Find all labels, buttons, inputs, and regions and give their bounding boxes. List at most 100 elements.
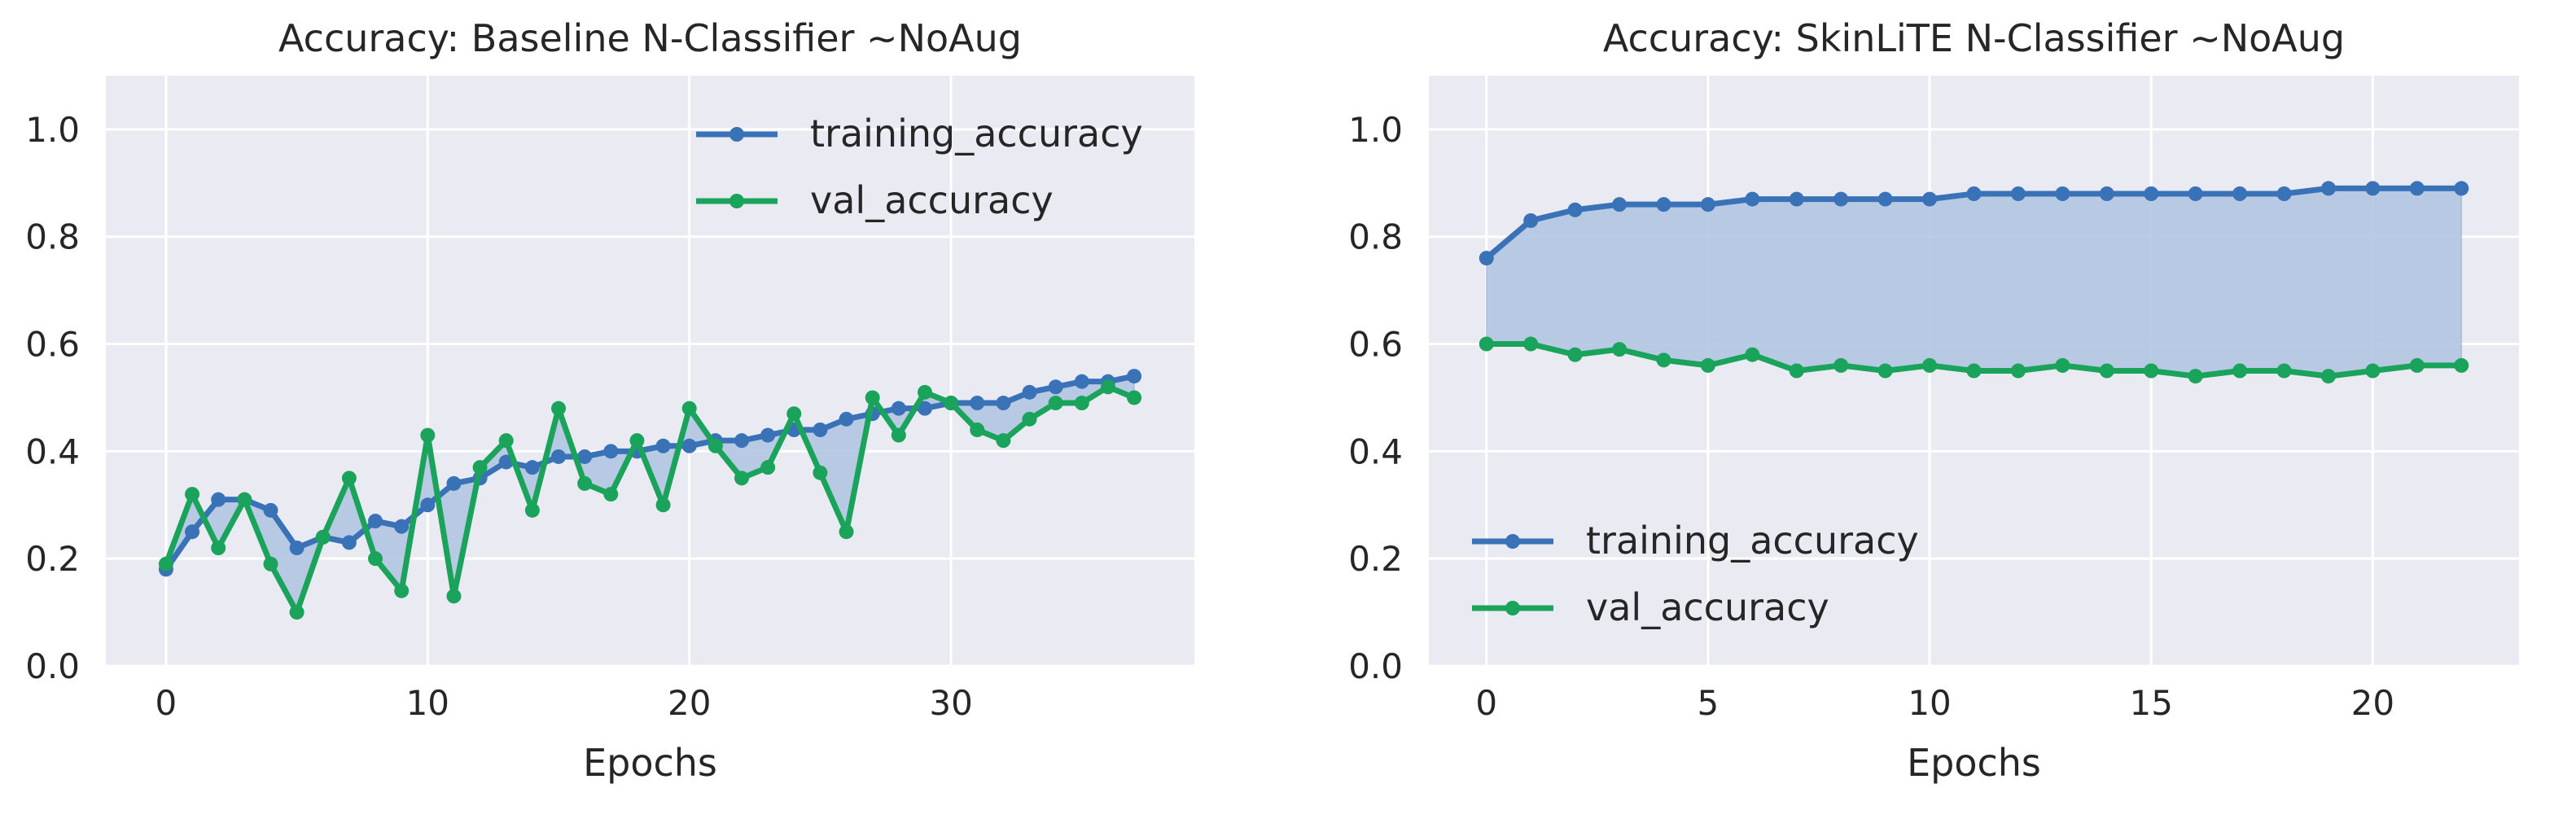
val_accuracy-point bbox=[1100, 379, 1115, 395]
val_accuracy-point bbox=[1745, 347, 1760, 362]
val_accuracy-point bbox=[1612, 342, 1628, 357]
y-tick-label: 0.2 bbox=[25, 539, 80, 579]
training_accuracy-point bbox=[681, 438, 697, 453]
training_accuracy-point bbox=[289, 541, 304, 555]
training_accuracy-point bbox=[2144, 186, 2159, 201]
val_accuracy-point bbox=[786, 406, 802, 422]
val_accuracy-point bbox=[655, 497, 671, 513]
training_accuracy-point bbox=[917, 401, 932, 416]
chart-title: Accuracy: Baseline N-Classifier ~NoAug bbox=[278, 16, 1022, 60]
val_accuracy-point bbox=[341, 471, 357, 486]
training_accuracy-point bbox=[2320, 181, 2336, 196]
training_accuracy-point bbox=[734, 433, 749, 449]
legend-label: training_accuracy bbox=[1586, 519, 1919, 563]
legend-item: val_accuracy bbox=[696, 178, 1054, 222]
training_accuracy-point bbox=[2099, 186, 2114, 201]
val_accuracy-point bbox=[1700, 357, 1715, 373]
val_accuracy-point bbox=[1022, 411, 1037, 427]
val_accuracy-point bbox=[1966, 363, 1982, 379]
val_accuracy-point bbox=[681, 401, 697, 416]
x-tick-label: 10 bbox=[406, 683, 449, 723]
val_accuracy-point bbox=[237, 492, 252, 507]
training_accuracy-point bbox=[368, 514, 383, 529]
x-tick-label: 15 bbox=[2129, 683, 2172, 723]
chart-baseline: 0.0 0.2 0.4 0.6 0.8 1.0 0 10 20 30 Accuracy: Basel… bbox=[25, 16, 1194, 785]
val_accuracy-point bbox=[551, 401, 567, 416]
legend-swatch-marker bbox=[1505, 601, 1520, 615]
training_accuracy-point bbox=[211, 492, 226, 507]
training_accuracy-point bbox=[760, 427, 776, 443]
val_accuracy-point bbox=[2320, 369, 2336, 384]
y-tick-label: 0.6 bbox=[1348, 325, 1403, 365]
series-val_accuracy bbox=[158, 379, 1142, 620]
val_accuracy-point bbox=[1922, 357, 1938, 373]
val_accuracy-point bbox=[629, 433, 645, 449]
val_accuracy-point bbox=[368, 551, 383, 567]
val_accuracy-point bbox=[970, 423, 985, 437]
training_accuracy-point bbox=[1127, 369, 1142, 384]
legend-swatch-marker bbox=[729, 127, 744, 142]
training_accuracy-point bbox=[813, 423, 828, 437]
val_accuracy-point bbox=[865, 390, 880, 405]
val_accuracy-point bbox=[2365, 363, 2381, 379]
training_accuracy-point bbox=[891, 401, 906, 416]
val_accuracy-point bbox=[1523, 336, 1539, 352]
val_accuracy-point bbox=[813, 465, 828, 480]
val_accuracy-point bbox=[2144, 363, 2159, 379]
val_accuracy-point bbox=[394, 583, 410, 598]
plot-area bbox=[106, 76, 1194, 666]
val_accuracy-point bbox=[524, 502, 540, 518]
val_accuracy-point bbox=[420, 427, 436, 443]
x-tick-label: 10 bbox=[1908, 683, 1951, 723]
y-tick-label: 1.0 bbox=[25, 110, 80, 150]
val_accuracy-point bbox=[2232, 363, 2248, 379]
training_accuracy-point bbox=[263, 502, 278, 518]
val_accuracy-point bbox=[1048, 396, 1063, 411]
val_accuracy-point bbox=[472, 460, 488, 475]
legend: training_accuracy val_accuracy bbox=[696, 112, 1143, 222]
val_accuracy-point bbox=[2010, 363, 2026, 379]
training_accuracy-point bbox=[1789, 191, 1804, 207]
training_accuracy-point bbox=[185, 524, 200, 540]
x-tick-label: 0 bbox=[156, 683, 177, 723]
val_accuracy-point bbox=[1127, 390, 1142, 405]
val_accuracy-point bbox=[577, 475, 593, 491]
training_accuracy-point bbox=[839, 411, 854, 427]
legend-item: training_accuracy bbox=[696, 112, 1143, 155]
y-tick-label: 0.4 bbox=[25, 431, 80, 471]
training_accuracy-point bbox=[420, 497, 436, 513]
training_accuracy-point bbox=[603, 444, 619, 459]
training_accuracy-point bbox=[577, 449, 593, 464]
val_accuracy-point bbox=[446, 589, 462, 604]
legend-label: val_accuracy bbox=[1586, 585, 1829, 629]
y-tick-label: 0.6 bbox=[25, 325, 80, 365]
training_accuracy-point bbox=[1048, 379, 1063, 395]
y-tick-label: 0.8 bbox=[1348, 217, 1403, 257]
chart-skinlite: 0.0 0.2 0.4 0.6 0.8 1.0 0 5 10 15 20 Accuracy: Skin… bbox=[1348, 16, 2519, 785]
legend-item: training_accuracy bbox=[1472, 519, 1919, 563]
training_accuracy-point bbox=[1966, 186, 1982, 201]
val_accuracy-point bbox=[1789, 363, 1804, 379]
val_accuracy-point bbox=[289, 605, 304, 620]
val_accuracy-point bbox=[2276, 363, 2292, 379]
y-tick-label: 0.2 bbox=[1348, 539, 1403, 579]
training_accuracy-point bbox=[1567, 202, 1583, 217]
val_accuracy-point bbox=[211, 541, 226, 555]
chart-title: Accuracy: SkinLiTE N-Classifier ~NoAug bbox=[1603, 16, 2345, 60]
training_accuracy-point bbox=[996, 396, 1011, 411]
val_accuracy-point bbox=[1479, 336, 1494, 352]
training_accuracy-point bbox=[2365, 181, 2381, 196]
training_accuracy-point bbox=[394, 519, 410, 534]
x-axis-label: Epochs bbox=[1907, 741, 2041, 785]
legend-item: val_accuracy bbox=[1472, 585, 1829, 629]
val_accuracy-point bbox=[708, 438, 723, 453]
series-val_accuracy bbox=[1479, 336, 2469, 384]
val_accuracy-point bbox=[2409, 357, 2425, 373]
val_accuracy-point bbox=[2454, 357, 2469, 373]
x-tick-label: 20 bbox=[2351, 683, 2394, 723]
training_accuracy-point bbox=[524, 460, 540, 475]
val_accuracy-point bbox=[2055, 357, 2070, 373]
val_accuracy-point bbox=[603, 487, 619, 502]
training_accuracy-point bbox=[2454, 181, 2469, 196]
